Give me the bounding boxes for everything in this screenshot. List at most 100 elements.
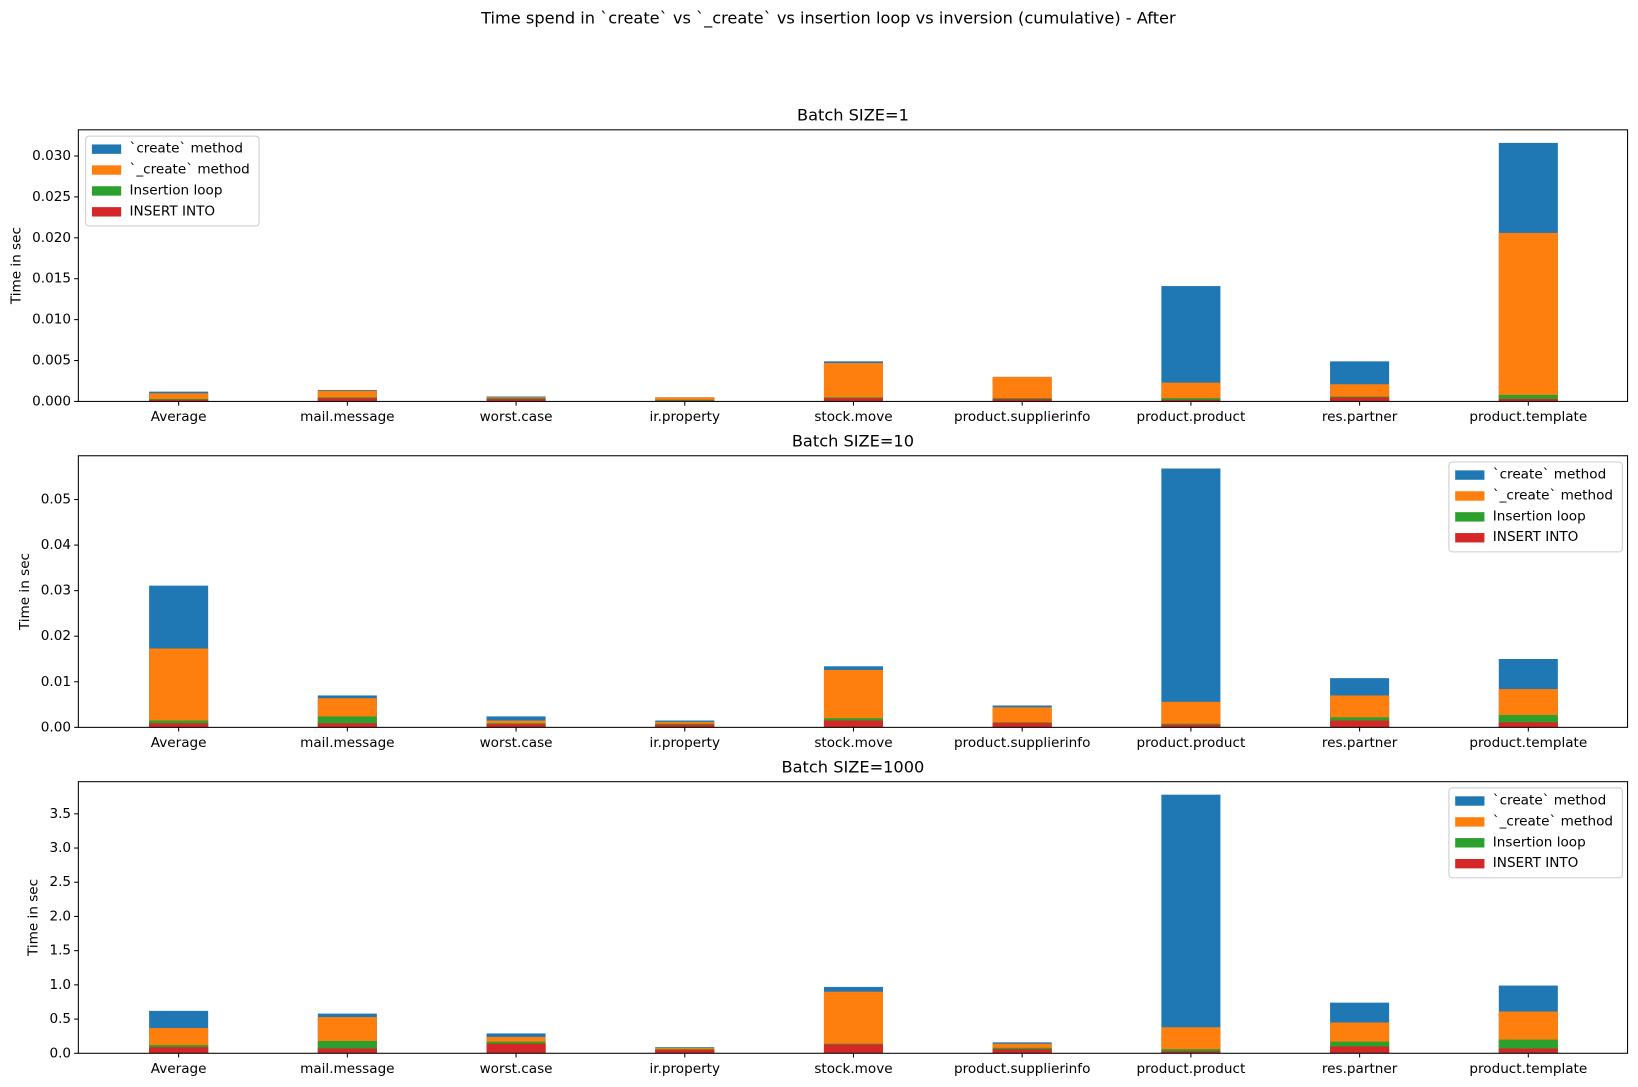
bar [1498,232,1558,402]
bar [1330,397,1390,402]
bar [317,716,377,728]
x-tick-label: ir.property [649,409,720,425]
subplot-title: Batch SIZE=10 [792,432,914,451]
x-tick-label: Average [151,735,207,751]
legend-label: `create` method [1493,467,1606,483]
x-tick-label: mail.message [300,735,394,751]
y-tick-label: 3.0 [49,840,71,856]
legend-swatch [91,165,122,175]
bar [1498,722,1558,728]
bar [486,398,546,402]
bar [1161,794,1221,1054]
legend-label: Insertion loop [130,182,223,198]
bar [655,1049,715,1054]
bar [1330,1046,1390,1054]
x-tick-label: mail.message [300,409,394,425]
x-tick-label: stock.move [814,1061,892,1077]
x-tick-label: product.supplierinfo [954,735,1090,751]
legend-label: Insertion loop [1493,508,1586,524]
subplot-title: Batch SIZE=1 [797,106,909,125]
x-tick-label: Average [151,1061,207,1077]
legend: `create` method `_create` method Insertion… [1448,787,1623,879]
x-tick-label: stock.move [814,735,892,751]
x-tick-label: res.partner [1322,735,1398,751]
bar [1498,1048,1558,1054]
bar [1161,399,1221,402]
legend-swatch [1455,533,1485,543]
legend-label: Insertion loop [1493,834,1586,850]
legend-label: INSERT INTO [1493,529,1579,545]
legend-swatch [91,207,122,217]
bar [992,707,1052,728]
legend-box [1448,461,1623,553]
y-tick-label: 2.5 [49,874,71,890]
legend-box [85,135,260,227]
y-tick-label: 0.010 [32,312,71,328]
y-tick-label: 0.04 [41,537,71,553]
bar [823,1044,883,1054]
bar [823,669,883,728]
legend-label: INSERT INTO [130,203,216,219]
x-tick-label: stock.move [814,409,892,425]
bar [655,724,715,728]
legend-swatch [1455,858,1485,869]
x-tick-label: product.supplierinfo [954,409,1090,425]
bar [149,1047,209,1054]
y-tick-label: 1.5 [49,943,71,959]
legend-label: `create` method [130,141,243,157]
legend-label: `_create` method [1493,813,1613,829]
bar [1330,720,1390,728]
bar [149,393,209,402]
plot-frame [77,455,1629,728]
bar [149,399,209,402]
legend-box [1448,787,1623,879]
y-tick-label: 1.0 [49,977,71,993]
bar [149,648,209,728]
y-tick-label: 0.03 [41,583,71,599]
bar [1161,701,1221,728]
bar [992,722,1052,728]
y-tick-label: 0.025 [32,189,71,205]
x-tick-label: res.partner [1322,409,1398,425]
bar [823,362,883,402]
bar [1498,394,1558,402]
legend-swatch [1455,470,1485,480]
x-tick-label: worst.case [480,409,553,425]
bar [1161,468,1221,728]
bar [486,724,546,728]
x-tick-label: worst.case [480,735,553,751]
x-tick-label: product.product [1137,735,1246,751]
x-tick-label: product.product [1137,1061,1246,1077]
y-tick-label: 0.00 [41,719,71,735]
y-tick-label: 0.05 [41,491,71,507]
bar [1161,286,1221,402]
bar [1161,724,1221,728]
bar [823,991,883,1054]
x-tick-label: res.partner [1322,1061,1398,1077]
y-tick-label: 0.005 [32,353,71,369]
plot-frame [77,781,1629,1054]
x-tick-label: Average [151,409,207,425]
plot-frame [77,129,1629,402]
bar [1161,398,1221,402]
x-tick-label: product.product [1137,409,1246,425]
x-tick-label: mail.message [300,1061,394,1077]
y-axis-label: Time in sec [9,227,25,305]
bar [992,398,1052,402]
legend-label: `create` method [1493,792,1606,808]
bar [992,376,1052,402]
bar [992,1049,1052,1054]
legend-label: INSERT INTO [1493,855,1579,871]
y-tick-label: 0.020 [32,230,71,246]
bar [823,398,883,402]
y-tick-label: 0.030 [32,148,71,164]
x-tick-label: ir.property [649,1061,720,1077]
bar [317,723,377,728]
y-tick-label: 0.5 [49,1011,71,1027]
y-tick-label: 2.0 [49,908,71,924]
legend: `create` method `_create` method Insertion… [85,135,260,227]
bar [655,397,715,402]
legend-label: `_create` method [130,162,250,178]
bar [149,723,209,728]
y-tick-label: 0.02 [41,628,71,644]
